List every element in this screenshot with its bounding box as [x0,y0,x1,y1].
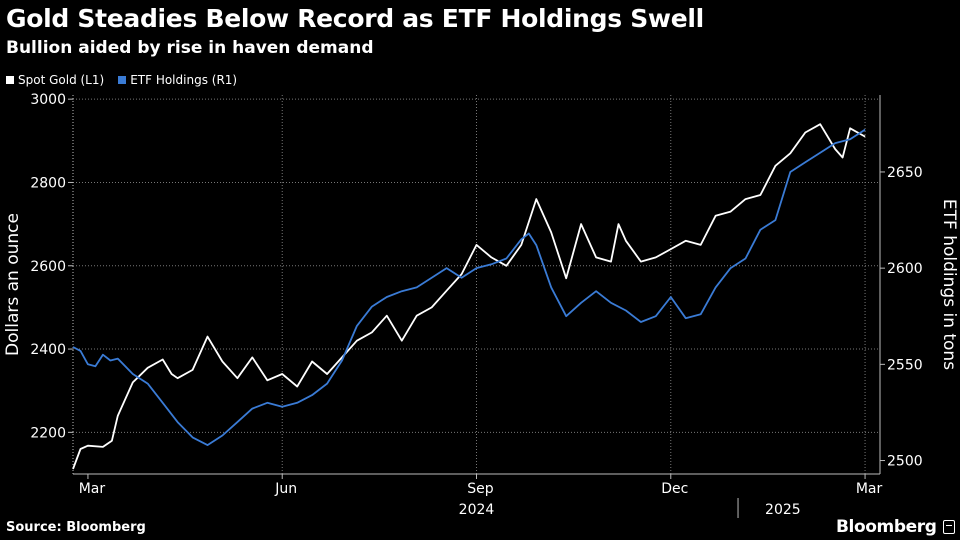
series-line-spot-gold [72,123,866,470]
legend-item-spot-gold: Spot Gold (L1) [6,73,104,87]
brand-wordmark: Bloomberg [836,517,937,537]
x-tick-label: Mar [79,481,106,497]
x-tick-label: Mar [856,481,883,497]
y-left-tick-label: 3000 [30,92,66,108]
y-right-axis-title: ETF holdings in tons [939,199,959,370]
x-tick-label: Dec [661,481,688,497]
legend-swatch-spot-gold [6,76,14,84]
y-right-tick-label: 2550 [887,357,923,373]
legend-swatch-etf-holdings [118,76,127,84]
y-right-tick-label: 2600 [887,261,923,277]
y-left-tick-label: 2800 [30,175,66,191]
x-year-label: 2024 [459,502,495,518]
legend-item-etf-holdings: ETF Holdings (R1) [118,73,237,87]
series-line-etf-holdings [72,128,866,447]
legend: Spot Gold (L1) ETF Holdings (R1) [6,73,237,87]
chart-title: Gold Steadies Below Record as ETF Holdin… [6,4,704,33]
legend-label-spot-gold: Spot Gold (L1) [18,73,105,87]
y-left-tick-label: 2400 [30,342,66,358]
y-left-tick-label: 2600 [30,259,66,275]
bookmark-icon [943,520,955,534]
chart-subtitle: Bullion aided by rise in haven demand [6,38,374,58]
source-note: Source: Bloomberg [6,520,146,535]
x-tick-label: Jun [274,481,297,497]
y-left-tick-label: 2200 [30,425,66,441]
y-left-axis-title: Dollars an ounce [3,213,23,356]
y-right-tick-label: 2650 [887,165,923,181]
y-right-tick-label: 2500 [887,454,923,470]
x-year-label: 2025 [765,502,801,518]
legend-label-etf-holdings: ETF Holdings (R1) [130,73,238,87]
x-tick-label: Sep [467,481,494,497]
